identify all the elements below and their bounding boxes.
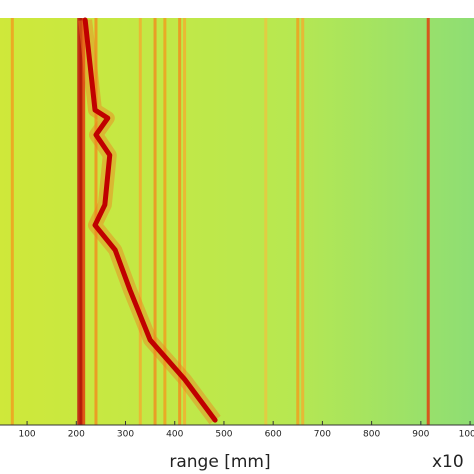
x-tick-label: 100 xyxy=(18,430,35,440)
stripe xyxy=(82,18,86,425)
stripe xyxy=(163,18,167,425)
x-tick-label: 800 xyxy=(363,430,380,440)
stripe xyxy=(77,18,81,425)
stripe xyxy=(301,18,305,425)
stripe xyxy=(138,18,142,425)
stripe xyxy=(264,18,268,425)
trace xyxy=(82,17,218,423)
stripe xyxy=(153,18,157,425)
stripe xyxy=(79,18,83,425)
stripe xyxy=(296,18,300,425)
x-tick-label: 200 xyxy=(68,430,85,440)
x-tick-label: 500 xyxy=(215,430,232,440)
axis-multiplier: x10 xyxy=(432,452,464,472)
x-tick-label: 700 xyxy=(314,430,331,440)
x-tick-label: 900 xyxy=(412,430,429,440)
stripe xyxy=(10,18,14,425)
x-tick-label: 1000 xyxy=(459,430,474,440)
heatmap-background xyxy=(0,18,474,425)
stripe xyxy=(178,18,182,425)
x-axis-label: range [mm] xyxy=(169,452,270,472)
stripe xyxy=(183,18,187,425)
x-tick-label: 400 xyxy=(166,430,183,440)
x-tick-label: 300 xyxy=(117,430,134,440)
stripe xyxy=(426,18,430,425)
x-tick-label: 600 xyxy=(265,430,282,440)
